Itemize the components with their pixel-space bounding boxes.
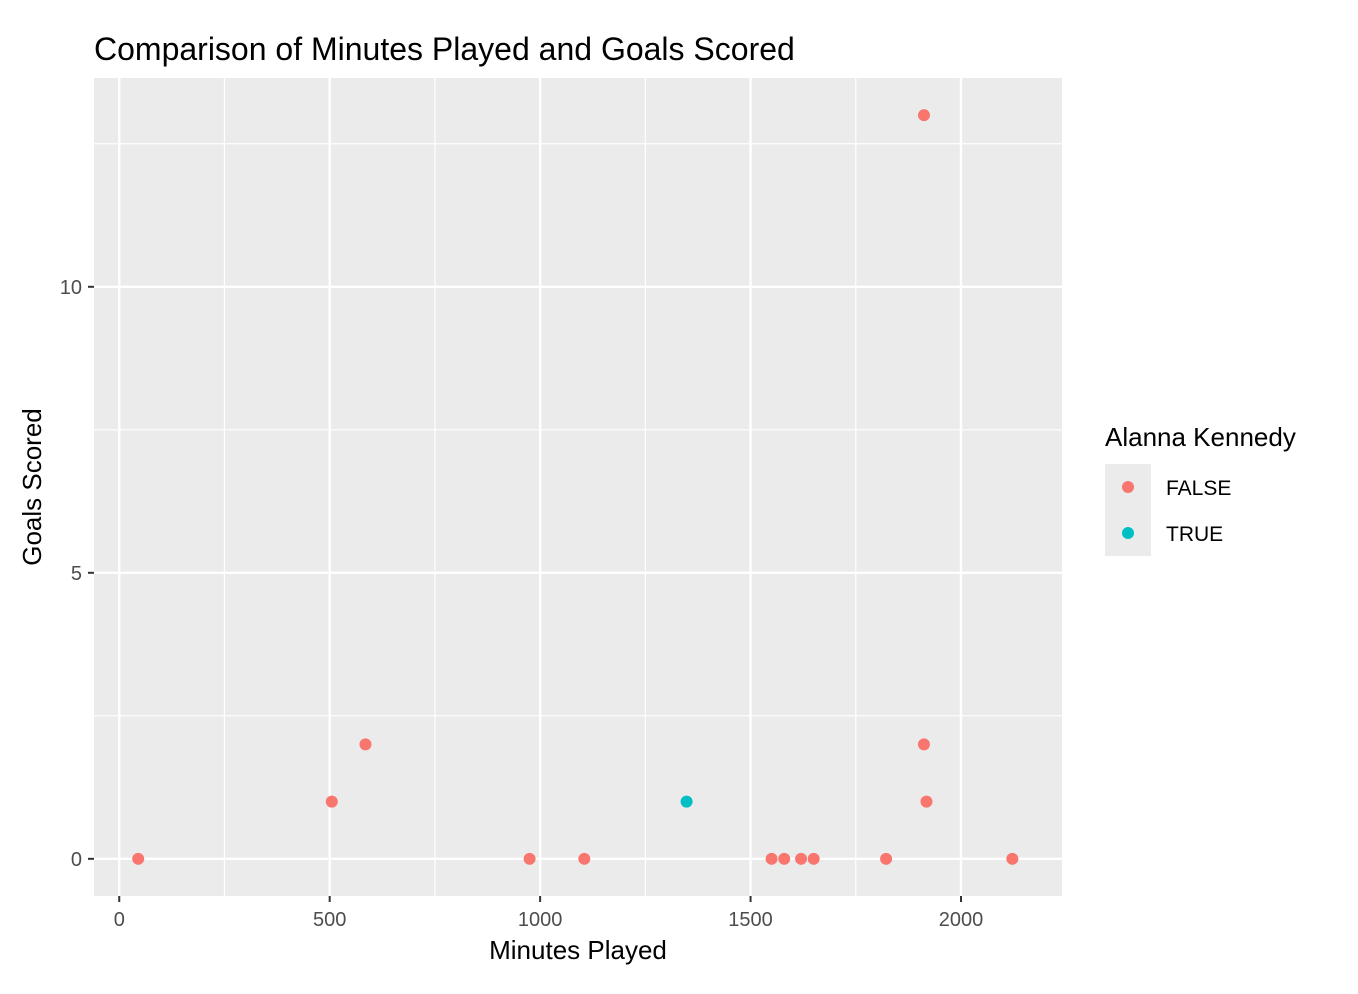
- legend: Alanna Kennedy FALSE TRUE: [1105, 422, 1296, 556]
- y-tick-label: 10: [60, 277, 82, 299]
- data-point-false: [917, 109, 930, 122]
- minor-gridlines: [94, 78, 1062, 896]
- data-point-false: [132, 852, 145, 865]
- data-point-false: [523, 852, 536, 865]
- legend-key-true: [1122, 527, 1134, 539]
- data-point-false: [920, 795, 933, 808]
- data-point-false: [880, 852, 893, 865]
- x-tick-label: 500: [313, 909, 346, 931]
- x-tick-label: 1500: [728, 909, 773, 931]
- chart-title: Comparison of Minutes Played and Goals S…: [94, 31, 795, 67]
- major-gridlines: [94, 78, 1062, 896]
- y-axis-title: Goals Scored: [17, 408, 47, 566]
- legend-entries: FALSE TRUE: [1122, 477, 1231, 546]
- data-point-false: [795, 852, 808, 865]
- data-point-false: [325, 795, 338, 808]
- legend-key-false: [1122, 481, 1134, 493]
- legend-keys-background: [1105, 464, 1151, 556]
- data-point-false: [359, 738, 372, 751]
- data-point-false: [1006, 852, 1019, 865]
- plot-panel: [94, 78, 1062, 896]
- legend-label-false: FALSE: [1166, 477, 1231, 500]
- x-tick-label: 1000: [518, 909, 563, 931]
- y-tick-label: 0: [71, 849, 82, 871]
- data-point-true: [680, 795, 693, 808]
- data-points: [132, 109, 1019, 865]
- data-point-false: [778, 852, 791, 865]
- data-point-false: [807, 852, 820, 865]
- y-axis: 0 5 10: [60, 277, 94, 871]
- x-axis-title: Minutes Played: [489, 935, 667, 965]
- x-axis: 0 500 1000 1500 2000: [114, 896, 984, 931]
- data-point-false: [765, 852, 778, 865]
- legend-label-true: TRUE: [1166, 523, 1223, 546]
- data-point-false: [578, 852, 591, 865]
- legend-title: Alanna Kennedy: [1105, 422, 1296, 452]
- x-tick-label: 2000: [939, 909, 984, 931]
- y-tick-label: 5: [71, 563, 82, 585]
- data-point-false: [917, 738, 930, 751]
- x-tick-label: 0: [114, 909, 125, 931]
